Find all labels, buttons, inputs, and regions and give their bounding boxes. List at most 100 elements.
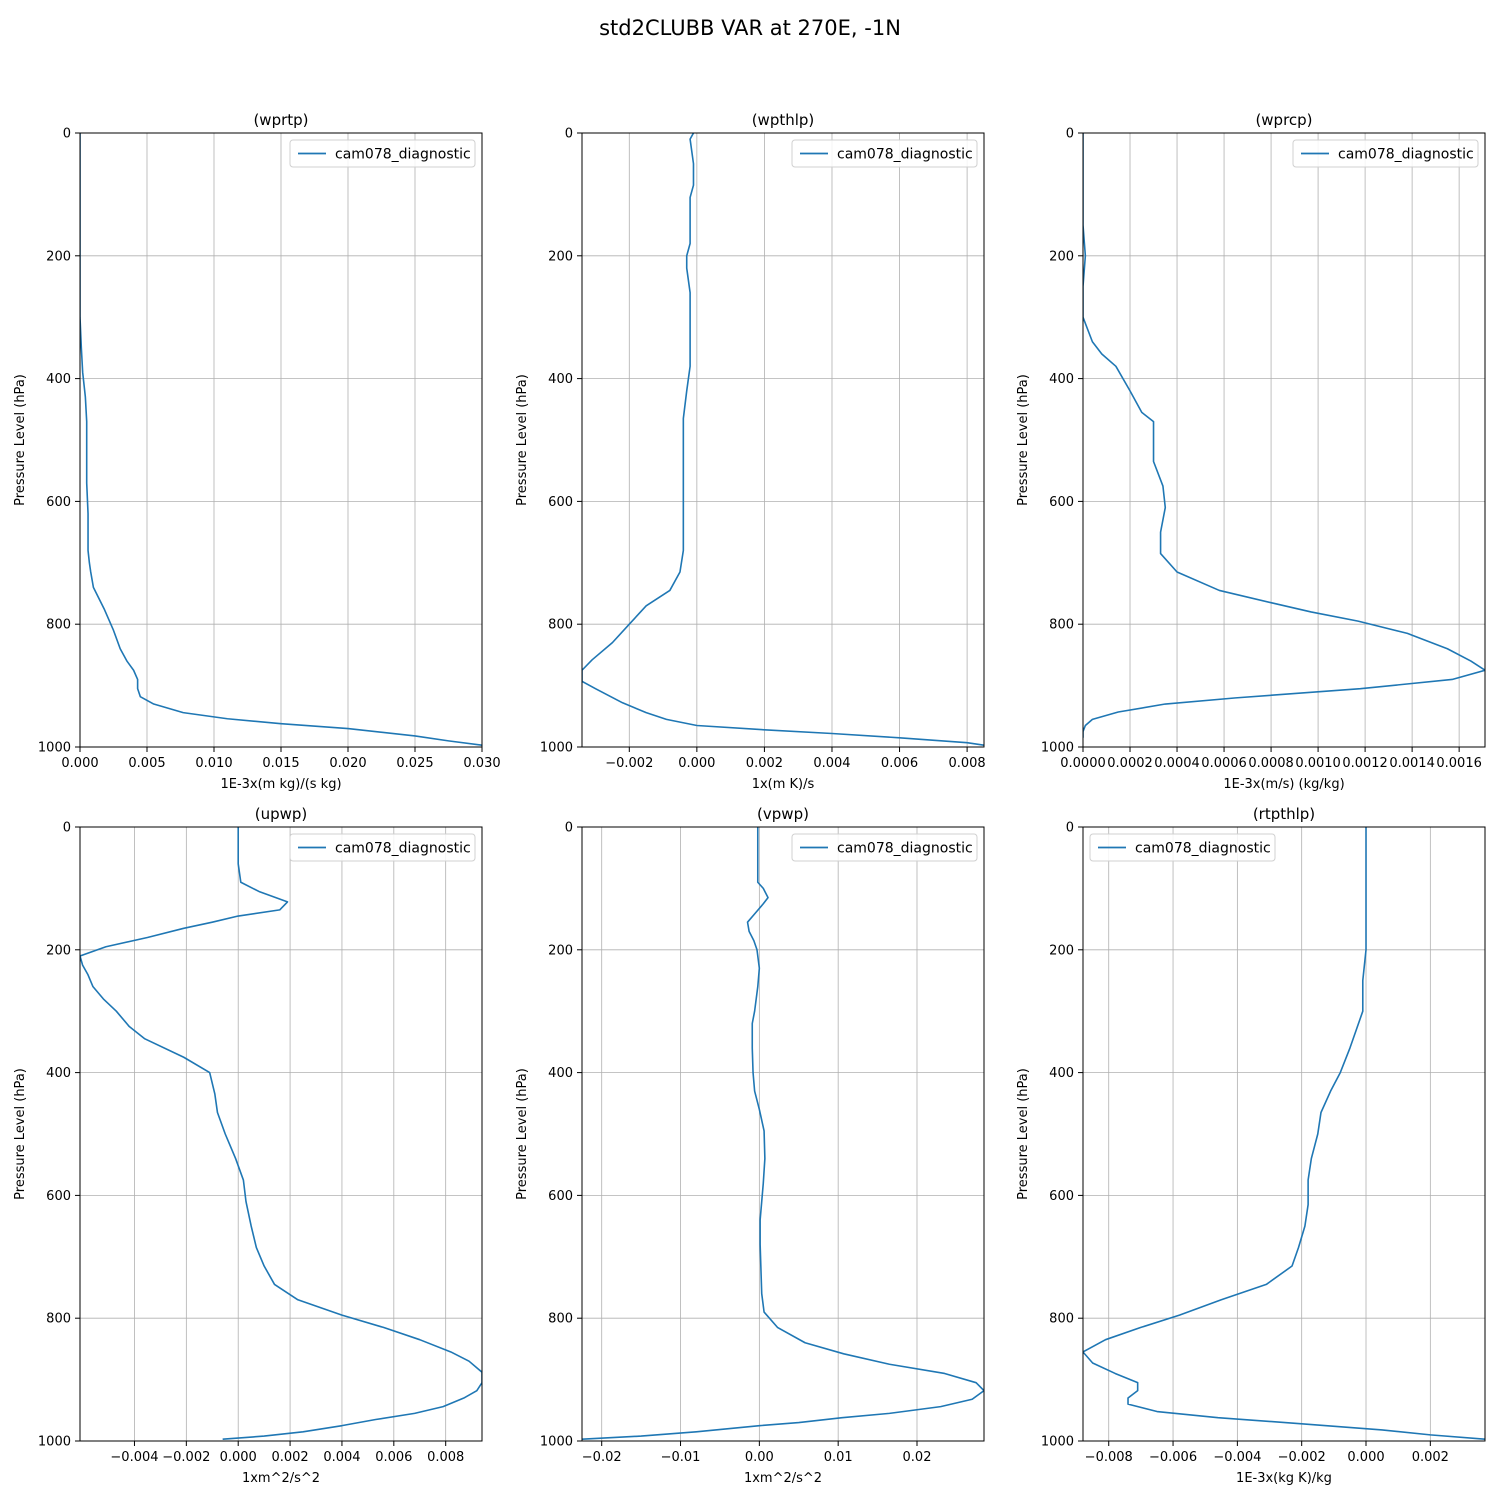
x-tick-label: −0.006 [1149,1450,1197,1465]
axes-frame [1082,132,1486,748]
y-tick-label: 400 [548,372,573,387]
y-tick-label: 0 [1066,821,1074,836]
x-tick-label: −0.02 [582,1450,622,1465]
x-tick-label: 0.01 [824,1450,853,1465]
series-line-0 [582,827,984,1440]
x-tick-label: −0.002 [1278,1450,1326,1465]
x-tick-label: 0.000 [678,756,715,771]
x-tick-label: 0.02 [903,1450,932,1465]
x-tick-label: 0.030 [463,756,500,771]
subplot-title: (wprcp) [1255,111,1312,129]
y-tick-label: 400 [46,1066,71,1081]
legend-box [289,139,476,168]
x-tick-label: 0.00 [745,1450,774,1465]
y-tick-label: 0 [565,127,573,142]
x-tick-label: 0.005 [128,756,165,771]
legend: cam078_diagnostic [1089,833,1276,862]
subplot-1: −0.002 0.000 0.002 0.004 0.006 0.008 0 200 400 60… [515,111,986,792]
x-axis-label: 1E-3x(m kg)/(s kg) [220,777,341,792]
y-tick-label: 1000 [38,1435,71,1450]
legend-label: cam078_diagnostic [335,841,471,857]
x-axis-label: 1x(m K)/s [752,777,815,792]
x-tick-label: 0.0006 [1201,756,1247,771]
y-tick-label: 400 [548,1066,573,1081]
x-axis-label: 1xm^2/s^2 [744,1471,822,1486]
axes-frame [79,826,483,1442]
x-tick-label: 0.015 [262,756,299,771]
x-tick-label: 0.0008 [1248,756,1294,771]
y-tick-label: 0 [565,821,573,836]
y-tick-label: 800 [1049,618,1074,633]
y-tick-label: 200 [46,249,71,264]
y-tick-label: 600 [46,495,71,510]
x-tick-label: −0.004 [110,1450,158,1465]
y-axis-label: Pressure Level (hPa) [13,1068,28,1200]
legend-box [791,139,978,168]
x-tick-label: 0.0012 [1342,756,1388,771]
x-tick-label: −0.002 [162,1450,210,1465]
y-tick-label: 1000 [1041,741,1074,756]
x-axis-label: 1E-3x(kg K)/kg [1236,1471,1332,1486]
x-tick-label: −0.002 [605,756,653,771]
x-tick-label: −0.01 [661,1450,701,1465]
y-tick-label: 800 [46,618,71,633]
x-tick-label: 0.006 [881,756,918,771]
legend-label: cam078_diagnostic [1338,147,1474,163]
y-tick-label: 600 [1049,1189,1074,1204]
subplot-title: (wprtp) [253,111,308,129]
legend: cam078_diagnostic [289,139,476,168]
x-tick-label: 0.004 [323,1450,360,1465]
x-tick-label: 0.0002 [1107,756,1153,771]
x-tick-label: −0.004 [1213,1450,1261,1465]
subplot-title: (vpwp) [757,805,809,823]
y-tick-label: 800 [46,1312,71,1327]
y-axis-label: Pressure Level (hPa) [1016,374,1031,506]
legend-box [791,833,978,862]
subplot-3: −0.004 −0.002 0.000 0.002 0.004 0.006 0.008 0 20… [13,805,483,1486]
subplot-0: 0.000 0.005 0.010 0.015 0.020 0.025 0.030 0 200 4… [13,111,501,792]
x-tick-label: 0.0000 [1060,756,1106,771]
y-axis-label: Pressure Level (hPa) [1016,1068,1031,1200]
x-tick-label: 0.000 [220,1450,257,1465]
legend: cam078_diagnostic [289,833,476,862]
series-line-0 [1083,827,1485,1440]
y-tick-label: 1000 [38,741,71,756]
x-tick-label: 0.0010 [1295,756,1341,771]
x-tick-label: 0.010 [195,756,232,771]
x-tick-label: 0.002 [746,756,783,771]
x-axis-label: 1xm^2/s^2 [242,1471,320,1486]
y-axis-label: Pressure Level (hPa) [515,374,530,506]
y-tick-label: 200 [1049,249,1074,264]
y-tick-label: 600 [1049,495,1074,510]
y-tick-label: 400 [46,372,71,387]
x-tick-label: 0.0016 [1436,756,1482,771]
y-tick-label: 600 [548,1189,573,1204]
legend: cam078_diagnostic [791,139,978,168]
x-tick-label: 0.008 [427,1450,464,1465]
x-tick-label: −0.008 [1085,1450,1133,1465]
y-tick-label: 1000 [540,1435,573,1450]
subplot-5: −0.008 −0.006 −0.004 −0.002 0.000 0.002 0 200 40… [1016,805,1486,1486]
y-tick-label: 800 [1049,1312,1074,1327]
x-tick-label: 0.000 [61,756,98,771]
y-tick-label: 800 [548,618,573,633]
series-line-0 [80,133,482,746]
x-tick-label: 0.002 [271,1450,308,1465]
y-tick-label: 0 [63,821,71,836]
y-axis-label: Pressure Level (hPa) [13,374,28,506]
y-tick-label: 400 [1049,372,1074,387]
y-axis-label: Pressure Level (hPa) [515,1068,530,1200]
axes-frame [1082,826,1486,1442]
series-line-0 [80,827,482,1440]
axes-frame [581,826,985,1442]
legend-box [1292,139,1479,168]
y-tick-label: 1000 [1041,1435,1074,1450]
legend-label: cam078_diagnostic [837,147,973,163]
x-tick-label: 0.025 [396,756,433,771]
y-tick-label: 0 [63,127,71,142]
y-tick-label: 600 [46,1189,71,1204]
y-tick-label: 200 [46,943,71,958]
subplot-4: −0.02 −0.01 0.00 0.01 0.02 0 200 400 600 800 1000 (… [515,805,985,1486]
